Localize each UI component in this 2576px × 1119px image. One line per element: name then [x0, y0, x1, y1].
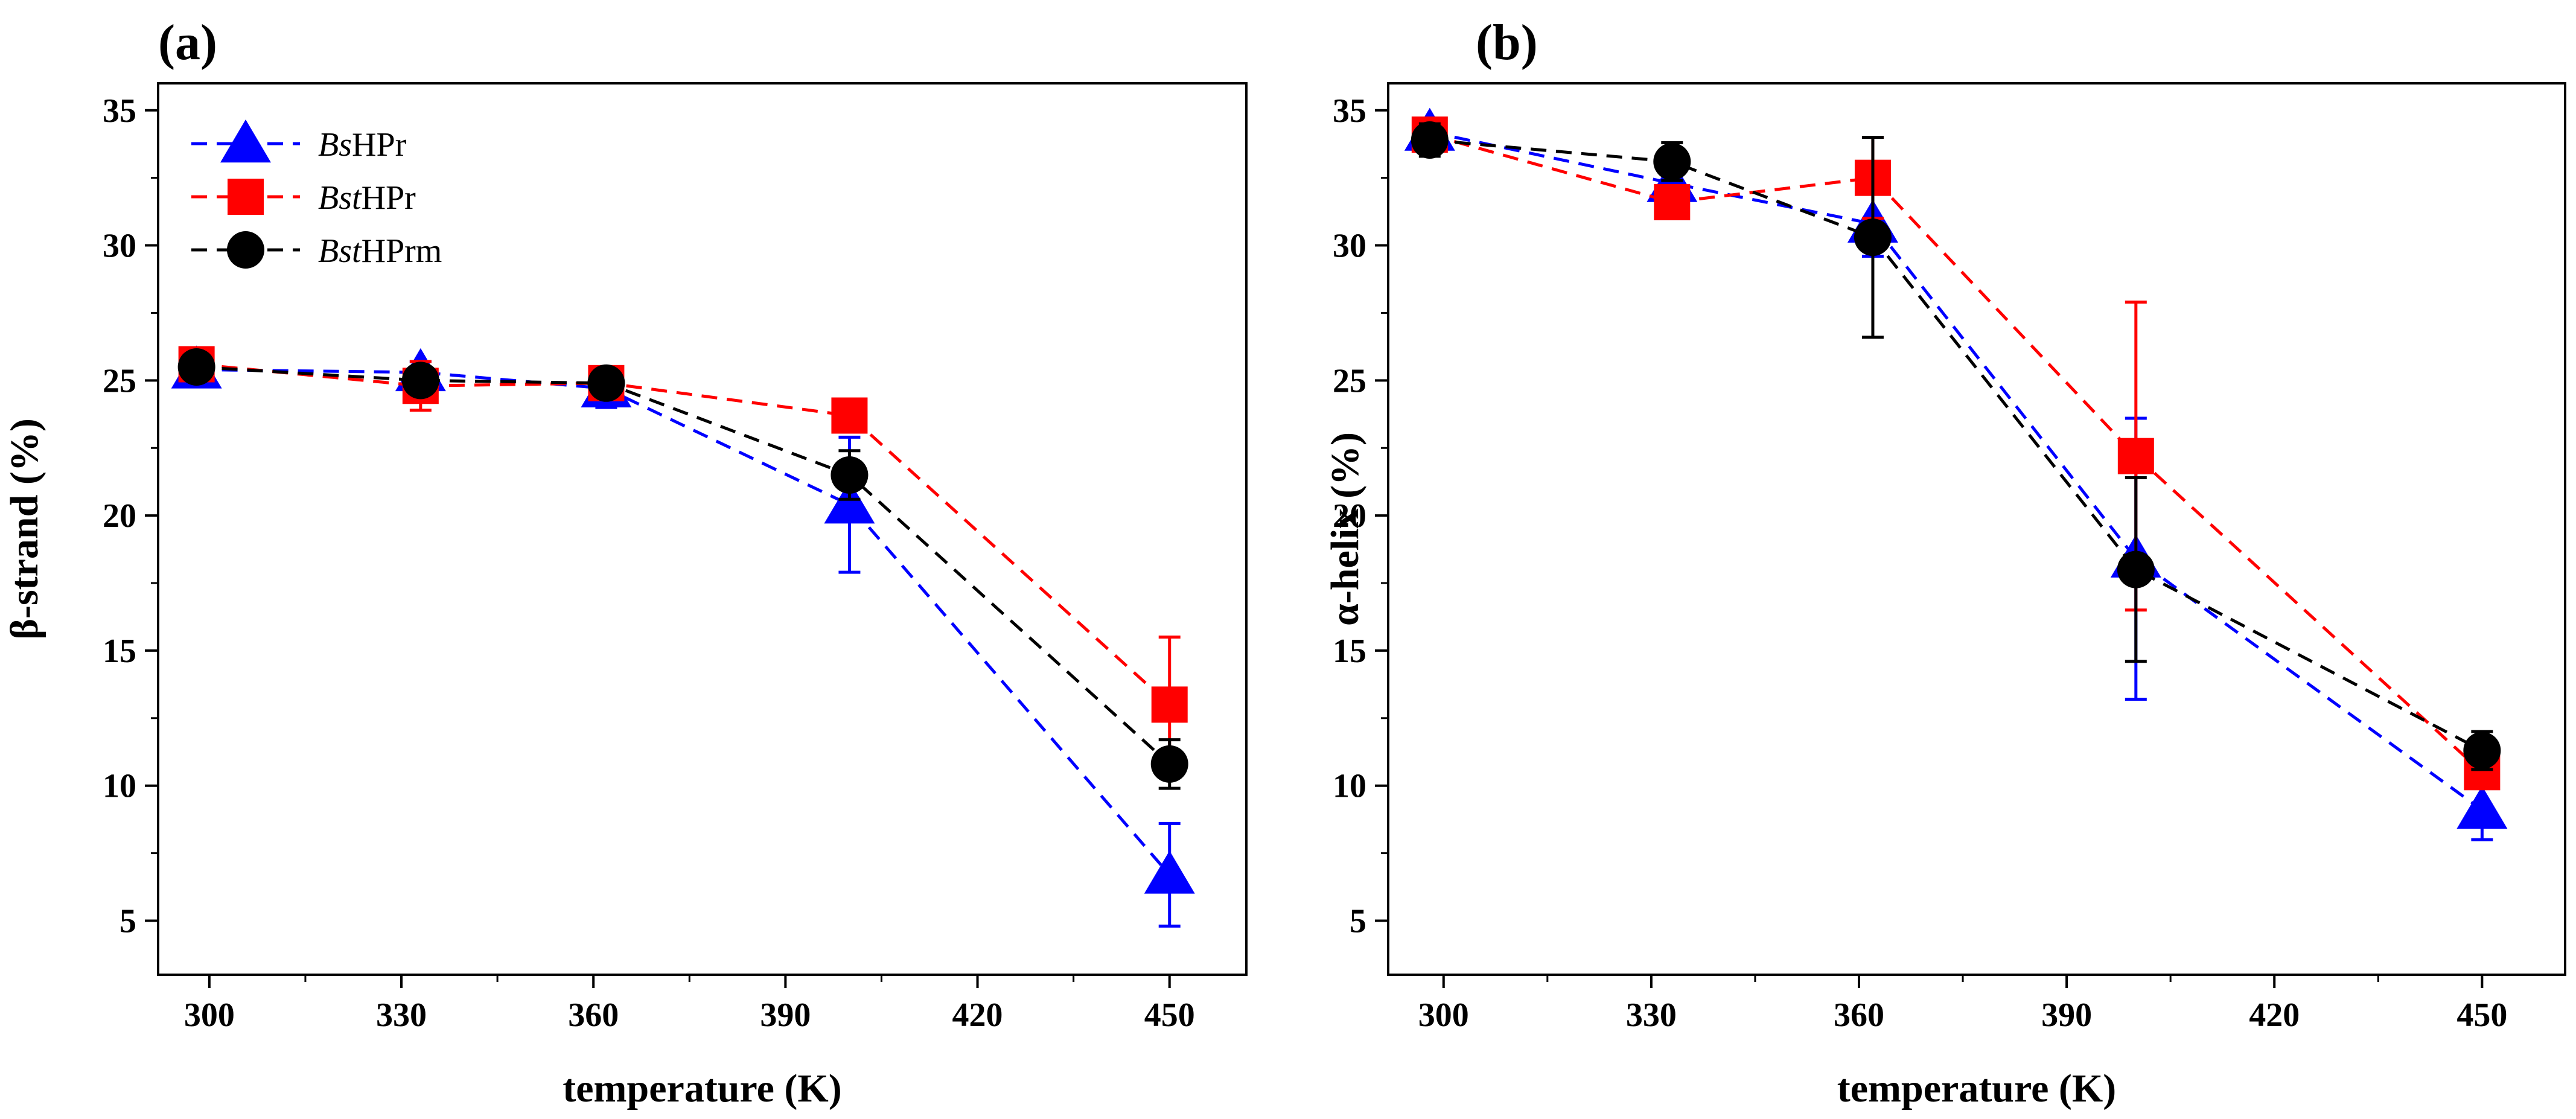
- y-tick-label: 35: [103, 92, 136, 130]
- x-tick-label: 300: [184, 996, 235, 1034]
- legend-item: BstHPrm: [191, 231, 442, 270]
- x-tick-label: 420: [952, 996, 1003, 1034]
- data-point: [1144, 850, 1195, 894]
- data-point: [2463, 732, 2501, 770]
- legend-label: BstHPr: [318, 179, 416, 217]
- data-point: [2456, 785, 2508, 829]
- data-point: [831, 456, 869, 494]
- x-tick-label: 420: [2249, 996, 2300, 1034]
- x-axis-title: temperature (K): [563, 1066, 841, 1111]
- y-tick-label: 25: [1333, 362, 1366, 400]
- series-line: [196, 362, 1171, 706]
- y-tick-label: 15: [103, 633, 136, 670]
- data-point: [831, 397, 868, 434]
- y-tick-label: 30: [103, 228, 136, 265]
- y-tick-label: 15: [1333, 633, 1366, 670]
- y-tick-label: 35: [1333, 92, 1366, 130]
- data-point: [1653, 142, 1691, 180]
- series-line: [1429, 130, 2483, 812]
- series-bsthprm: [1411, 121, 2501, 771]
- panel-label: (b): [1476, 14, 1538, 71]
- data-point: [587, 364, 625, 402]
- y-axis-title: β-strand (%): [2, 418, 46, 640]
- series-bshpr: [171, 345, 1195, 928]
- x-tick-label: 450: [2456, 996, 2507, 1034]
- y-tick-label: 20: [103, 497, 136, 535]
- data-point: [1150, 745, 1188, 783]
- legend-label: BstHPrm: [318, 232, 442, 270]
- data-point: [1411, 121, 1449, 159]
- x-tick-label: 390: [760, 996, 811, 1034]
- data-point: [177, 348, 215, 386]
- chart-panel-a: (a) 300 330 360 390 420 450 5 10 15 20 25 30 35 temper…: [2, 14, 1248, 1111]
- x-tick-label: 300: [1418, 996, 1469, 1034]
- legend-marker: [220, 120, 271, 163]
- legend-item: BstHPr: [191, 179, 416, 217]
- series-bsthprm: [177, 348, 1188, 790]
- data-point: [824, 480, 875, 524]
- x-tick-label: 330: [376, 996, 427, 1034]
- legend-label-italic: Bst: [318, 232, 362, 270]
- y-tick-label: 5: [1350, 902, 1366, 940]
- y-tick-label: 30: [1333, 228, 1366, 265]
- data-point: [1654, 183, 1691, 220]
- y-tick-label: 5: [120, 902, 136, 940]
- legend-marker: [228, 179, 264, 215]
- series-bsthpr: [178, 346, 1188, 774]
- x-tick-label: 360: [568, 996, 619, 1034]
- y-tick-label: 20: [1333, 497, 1366, 535]
- legend-label-rest: HPr: [362, 179, 416, 217]
- plot-frame: [1387, 82, 2566, 976]
- x-tick-label: 330: [1626, 996, 1677, 1034]
- data-point: [1854, 218, 1892, 257]
- y-tick-label: 10: [103, 768, 136, 805]
- legend-marker: [227, 231, 264, 269]
- series-line: [1429, 138, 2483, 752]
- series-line: [196, 368, 1171, 876]
- legend-label-italic: Bs: [318, 126, 352, 164]
- series-line: [1429, 133, 2484, 774]
- data-point: [1151, 686, 1188, 723]
- legend-label: BsHPr: [318, 126, 407, 164]
- chart-panel-b: (b) 300 330 360 390 420 450 5 10 15 20 25 30 35 temper…: [1323, 14, 2566, 1111]
- y-tick-label: 10: [1333, 768, 1366, 805]
- plot-frame: [157, 82, 1248, 976]
- y-axis-title: α-helix (%): [1323, 432, 1367, 626]
- data-point: [401, 362, 439, 400]
- legend-label-rest: HPr: [352, 126, 407, 164]
- x-tick-label: 450: [1144, 996, 1195, 1034]
- y-tick-label: 25: [103, 362, 136, 400]
- series-bshpr: [1404, 107, 2508, 841]
- x-tick-label: 360: [1834, 996, 1884, 1034]
- data-point: [2117, 550, 2155, 588]
- panel-label: (a): [158, 14, 217, 71]
- legend-label-italic: Bst: [318, 179, 362, 217]
- x-axis-title: temperature (K): [1837, 1066, 2116, 1111]
- x-tick-label: 390: [2041, 996, 2092, 1034]
- data-point: [2117, 438, 2154, 474]
- legend-item: BsHPr: [191, 120, 407, 164]
- legend-label-rest: HPrm: [362, 232, 442, 270]
- series-bsthpr: [1411, 116, 2501, 791]
